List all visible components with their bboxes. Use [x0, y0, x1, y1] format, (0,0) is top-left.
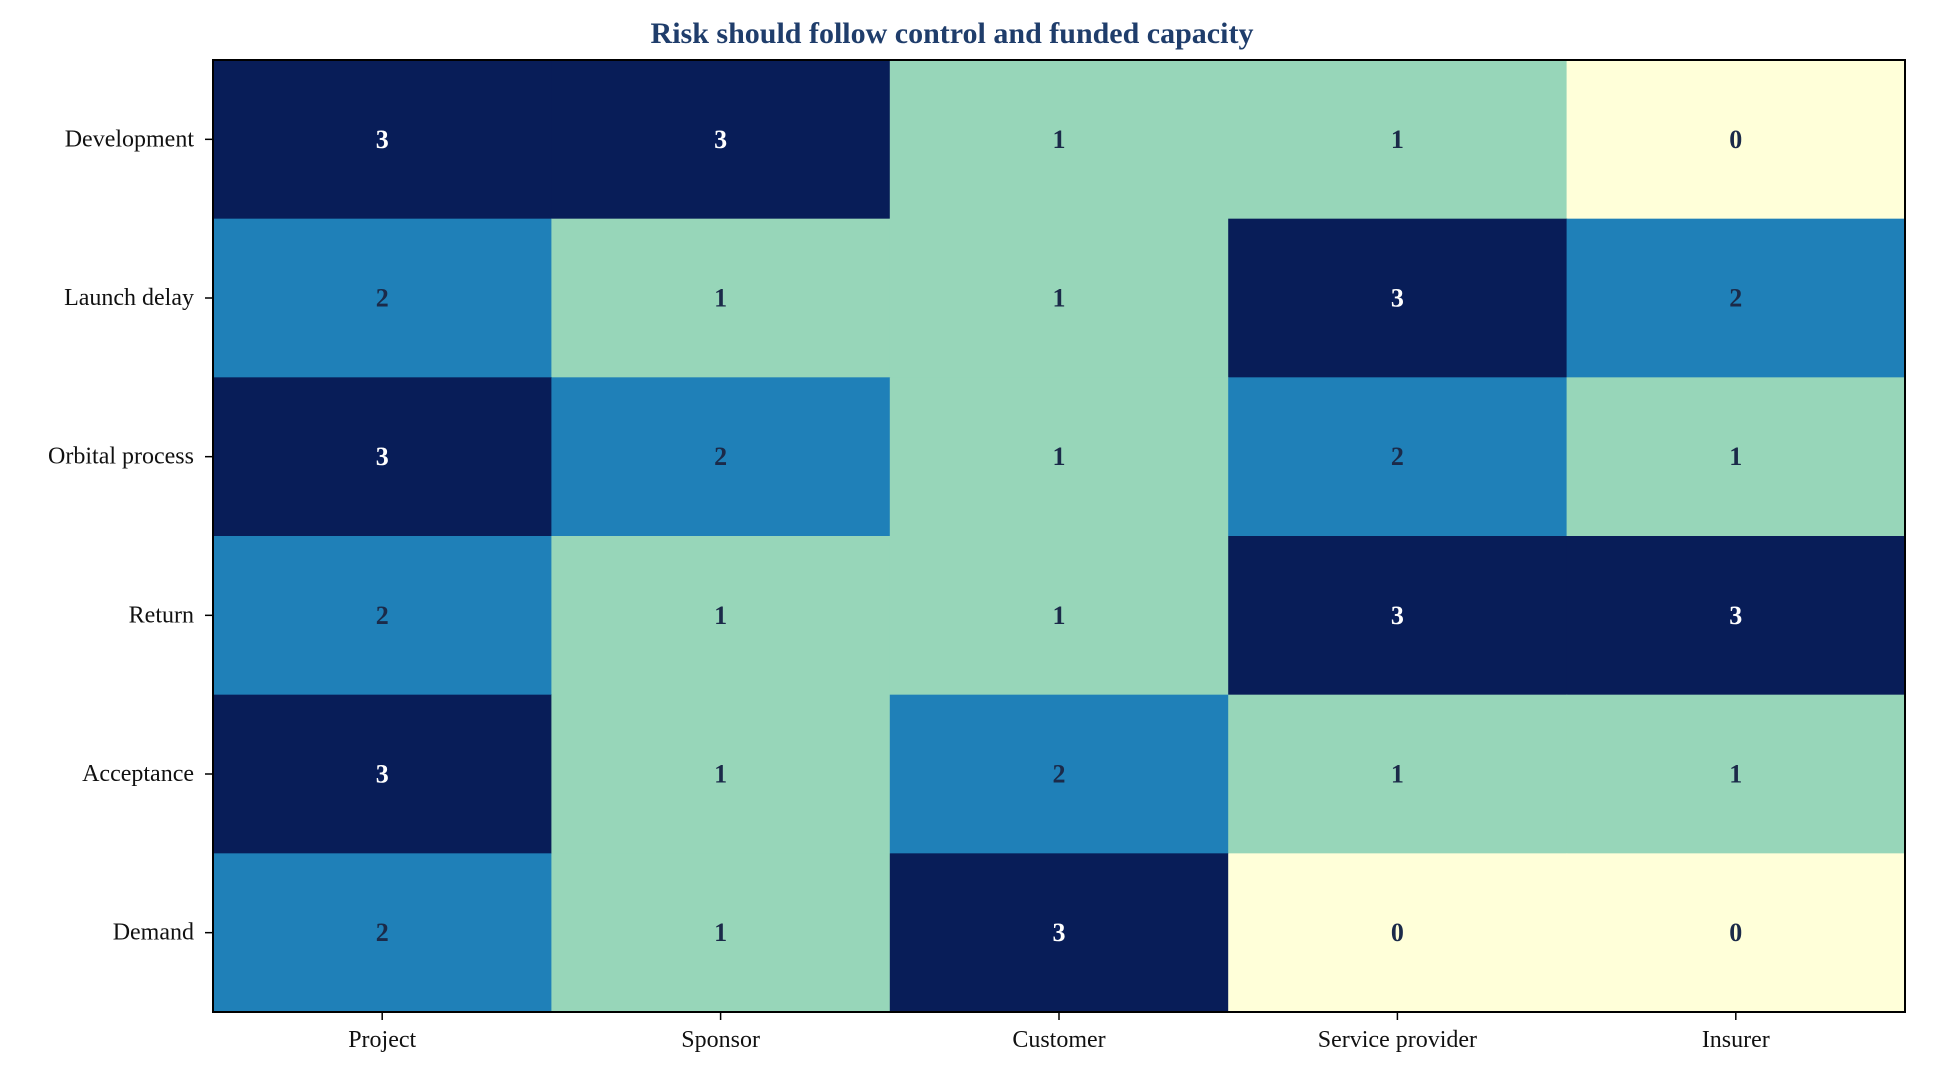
heatmap-cell	[889, 218, 1229, 378]
x-axis: Project Sponsor Customer Service provider In…	[348, 1012, 1770, 1053]
cell-value-label: 1	[714, 918, 727, 947]
x-tick-label: Sponsor	[681, 1027, 760, 1053]
cell-value-label: 2	[1391, 442, 1404, 471]
chart-title: Risk should follow control and funded ca…	[651, 17, 1254, 50]
heatmap-cell	[889, 694, 1229, 854]
cell-value-label: 2	[376, 918, 389, 947]
heatmap-cell	[551, 60, 891, 220]
cell-value-label: 2	[1729, 284, 1742, 313]
x-tick-label: Project	[348, 1027, 416, 1053]
heatmap-cell	[213, 218, 552, 378]
x-tick-label: Customer	[1012, 1027, 1105, 1053]
heatmap-cell	[889, 60, 1229, 220]
heatmap-cell	[1566, 377, 1906, 537]
y-tick-label: Demand	[113, 920, 194, 946]
y-axis: Development Launch delay Orbital process Re…	[48, 126, 213, 946]
heatmap-cell	[1228, 853, 1568, 1013]
heatmap-cell	[213, 60, 552, 220]
cell-value-label: 3	[1053, 918, 1066, 947]
cell-value-label: 3	[376, 442, 389, 471]
x-tick-label: Service provider	[1318, 1027, 1477, 1053]
cell-value-label: 0	[1729, 125, 1742, 154]
heatmap-cell	[551, 218, 891, 378]
heatmap-cells	[213, 60, 1906, 1013]
cell-value-label: 3	[1729, 601, 1742, 630]
cell-value-label: 2	[1053, 760, 1066, 789]
y-tick-label: Orbital process	[48, 444, 194, 470]
heatmap-cell	[1228, 60, 1568, 220]
heatmap-cell-labels: 3 3 1 1 0 2 1 1 3 2 3 2 1 2 1 2 1 1 3 3 3 1 2 1 1 2 1 3 0 0	[376, 125, 1743, 947]
x-tick-label: Insurer	[1702, 1027, 1770, 1053]
cell-value-label: 1	[1053, 284, 1066, 313]
y-tick-label: Development	[65, 126, 195, 152]
heatmap-cell	[1566, 536, 1906, 696]
cell-value-label: 1	[714, 601, 727, 630]
y-tick-label: Acceptance	[82, 761, 194, 787]
heatmap-cell	[1566, 694, 1906, 854]
heatmap-cell	[1566, 853, 1906, 1013]
cell-value-label: 3	[376, 125, 389, 154]
cell-value-label: 3	[714, 125, 727, 154]
cell-value-label: 1	[1391, 125, 1404, 154]
heatmap-cell	[551, 694, 891, 854]
heatmap-cell	[889, 853, 1229, 1013]
cell-value-label: 0	[1729, 918, 1742, 947]
heatmap-cell	[551, 853, 891, 1013]
cell-value-label: 2	[376, 284, 389, 313]
heatmap-cell	[1228, 218, 1568, 378]
heatmap-cell	[1228, 536, 1568, 696]
heatmap-cell	[213, 694, 552, 854]
cell-value-label: 3	[376, 760, 389, 789]
cell-value-label: 1	[714, 284, 727, 313]
cell-value-label: 2	[376, 601, 389, 630]
cell-value-label: 3	[1391, 284, 1404, 313]
heatmap-cell	[1228, 377, 1568, 537]
cell-value-label: 1	[1053, 601, 1066, 630]
cell-value-label: 1	[1391, 760, 1404, 789]
cell-value-label: 1	[1053, 125, 1066, 154]
heatmap-cell	[1228, 694, 1568, 854]
heatmap-cell	[889, 536, 1229, 696]
heatmap-cell	[551, 377, 891, 537]
cell-value-label: 1	[1053, 442, 1066, 471]
cell-value-label: 1	[1729, 760, 1742, 789]
cell-value-label: 3	[1391, 601, 1404, 630]
heatmap-cell	[213, 853, 552, 1013]
y-tick-label: Launch delay	[64, 285, 194, 311]
y-tick-label: Return	[129, 602, 194, 628]
heatmap-cell	[213, 377, 552, 537]
plot-frame	[212, 59, 1906, 1013]
cell-value-label: 2	[714, 442, 727, 471]
cell-value-label: 0	[1391, 918, 1404, 947]
heatmap-cell	[889, 377, 1229, 537]
heatmap-cell	[551, 536, 891, 696]
cell-value-label: 1	[1729, 442, 1742, 471]
heatmap-cell	[1566, 218, 1906, 378]
heatmap-cell	[213, 536, 552, 696]
heatmap-cell	[1566, 60, 1906, 220]
cell-value-label: 1	[714, 760, 727, 789]
